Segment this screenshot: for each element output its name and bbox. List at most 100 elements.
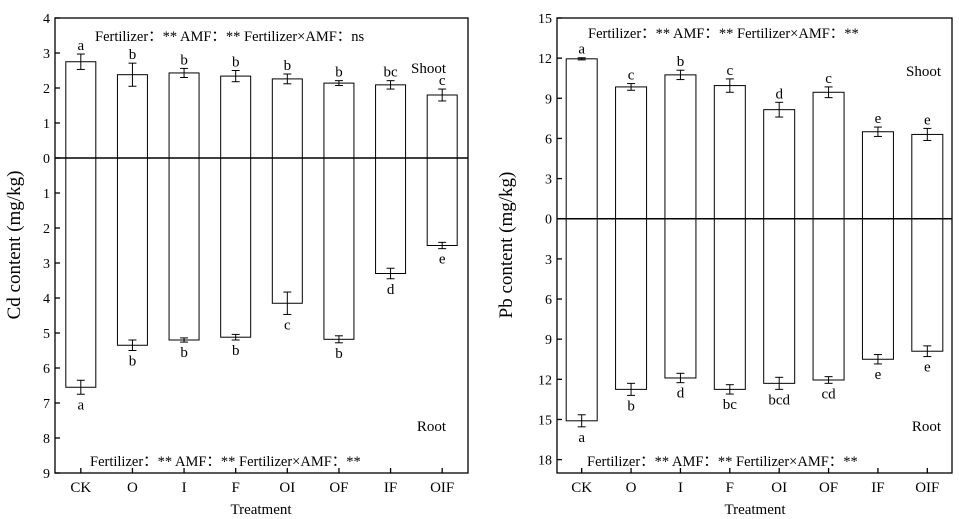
- pb-root-bar: [763, 218, 796, 384]
- cd-category-label: OF: [329, 480, 348, 496]
- cd-root-bar: [220, 157, 252, 338]
- cd-root-bar: [116, 157, 148, 346]
- pb-root-bar: [713, 218, 746, 390]
- cd-plot-frame: [54, 17, 469, 474]
- cd-chart-marks: 43210123456789aaCKbbObbIbbFbcOIbbOFbcdIF…: [43, 12, 468, 496]
- pb-root-stats: Fertilizer：** AMF：** Fertilizer×AMF：**: [587, 454, 858, 470]
- cd-y-tick-label: 2: [43, 82, 50, 97]
- cd-chart-panel: Cd content (mg/kg) Treatment Fertilizer：…: [4, 12, 469, 518]
- pb-category-label: F: [726, 480, 734, 496]
- cd-y-tick-label: 3: [43, 47, 50, 62]
- cd-category-label: O: [127, 480, 138, 496]
- cd-root-letter: d: [387, 282, 395, 298]
- pb-chart-marks: 15 12 9 6 3 0 3 6 9 12 15 18 a a CK c b Ob d Ic bc Fd bcd OI c cd…: [538, 12, 952, 496]
- cd-y-tick-label: 8: [43, 432, 50, 447]
- pb-y-axis-label: Pb content (mg/kg): [496, 172, 517, 319]
- cd-root-letter: a: [77, 397, 84, 413]
- pb-x-axis-label: Treatment: [724, 502, 786, 518]
- pb-shoot-label: Shoot: [906, 64, 942, 80]
- pb-shoot-letter: b: [677, 54, 685, 70]
- cd-y-tick-label: 6: [43, 362, 50, 377]
- pb-shoot-letter: d: [775, 86, 783, 102]
- pb-plot-frame: [556, 17, 953, 474]
- pb-shoot-letter: c: [628, 68, 635, 84]
- cd-y-tick-label: 3: [43, 257, 50, 272]
- cd-category-label: CK: [70, 480, 91, 496]
- pb-y-tick-label: 0: [545, 213, 552, 228]
- cd-y-tick-label: 7: [43, 397, 50, 412]
- pb-root-letter: b: [627, 398, 635, 414]
- cd-category-label: OIF: [430, 480, 454, 496]
- cd-shoot-letter: bc: [383, 65, 398, 81]
- cd-root-letter: b: [232, 343, 240, 359]
- pb-category-label: I: [678, 480, 683, 496]
- cd-category-label: IF: [384, 480, 397, 496]
- cd-y-axis-label: Cd content (mg/kg): [4, 171, 25, 320]
- cd-x-axis-label: Treatment: [230, 502, 292, 518]
- cd-root-label: Root: [417, 419, 447, 435]
- pb-shoot-bar: [615, 86, 648, 220]
- pb-shoot-bar: [664, 74, 697, 220]
- pb-root-bar: [664, 218, 697, 379]
- pb-shoot-letter: e: [875, 111, 882, 127]
- pb-shoot-bar: [565, 58, 598, 220]
- cd-y-tick-label: 0: [43, 152, 50, 167]
- pb-root-bar: [812, 218, 845, 381]
- cd-root-stats: Fertilizer：** AMF：** Fertilizer×AMF：**: [90, 454, 361, 470]
- cd-shoot-letter: a: [77, 38, 84, 54]
- pb-category-label: OF: [819, 480, 838, 496]
- cd-y-tick-label: 4: [43, 292, 50, 307]
- pb-root-letter: cd: [821, 386, 836, 402]
- pb-shoot-bar: [763, 109, 796, 220]
- pb-y-tick-label: 15: [538, 413, 552, 428]
- cd-y-tick-label: 2: [43, 222, 50, 237]
- pb-y-tick-label: 12: [538, 373, 552, 388]
- pb-root-letter: e: [924, 360, 931, 376]
- pb-y-tick-label: 15: [538, 12, 552, 27]
- pb-root-letter: d: [677, 386, 685, 402]
- pb-shoot-bar: [812, 91, 845, 220]
- pb-y-tick-label: 18: [538, 454, 552, 469]
- cd-shoot-bar: [65, 61, 97, 159]
- cd-shoot-letter: b: [129, 47, 137, 63]
- pb-shoot-letter: e: [924, 112, 931, 128]
- pb-root-letter: a: [578, 430, 585, 446]
- cd-y-tick-label: 1: [43, 187, 50, 202]
- cd-root-letter: b: [335, 346, 343, 362]
- pb-y-tick-label: 9: [545, 92, 552, 107]
- cd-shoot-bar: [271, 78, 303, 159]
- pb-y-tick-label: 6: [545, 293, 552, 308]
- pb-root-bar: [861, 218, 894, 360]
- pb-root-letter: e: [875, 367, 882, 383]
- cd-category-label: I: [182, 480, 187, 496]
- cd-root-letter: b: [129, 354, 137, 370]
- cd-shoot-bar: [168, 72, 200, 159]
- pb-shoot-letter: c: [726, 63, 733, 79]
- pb-shoot-letter: a: [578, 42, 585, 58]
- pb-shoot-stats: Fertilizer：** AMF：** Fertilizer×AMF：**: [588, 26, 859, 42]
- cd-shoot-letter: b: [180, 52, 188, 68]
- pb-shoot-bar: [861, 131, 894, 220]
- pb-category-label: IF: [871, 480, 884, 496]
- cd-shoot-stats: Fertilizer：** AMF：** Fertilizer×AMF：ns: [95, 29, 365, 45]
- cd-shoot-bar: [426, 94, 458, 159]
- cd-root-bar: [375, 157, 407, 274]
- pb-category-label: OI: [771, 480, 787, 496]
- pb-category-label: CK: [571, 480, 592, 496]
- pb-root-bar: [911, 218, 944, 352]
- cd-root-bar: [426, 157, 458, 246]
- pb-root-letter: bcd: [768, 392, 790, 408]
- pb-category-label: OIF: [915, 480, 939, 496]
- pb-root-label: Root: [912, 419, 942, 435]
- pb-y-tick-label: 3: [545, 253, 552, 268]
- cd-category-label: F: [232, 480, 240, 496]
- cd-root-bar: [271, 157, 303, 304]
- cd-y-tick-label: 5: [43, 327, 50, 342]
- cd-shoot-letter: b: [284, 58, 292, 74]
- cd-shoot-letter: b: [335, 65, 343, 81]
- cd-root-letter: c: [284, 317, 291, 333]
- cd-category-label: OI: [279, 480, 295, 496]
- cd-shoot-bar: [116, 74, 148, 159]
- pb-y-tick-label: 3: [545, 173, 552, 188]
